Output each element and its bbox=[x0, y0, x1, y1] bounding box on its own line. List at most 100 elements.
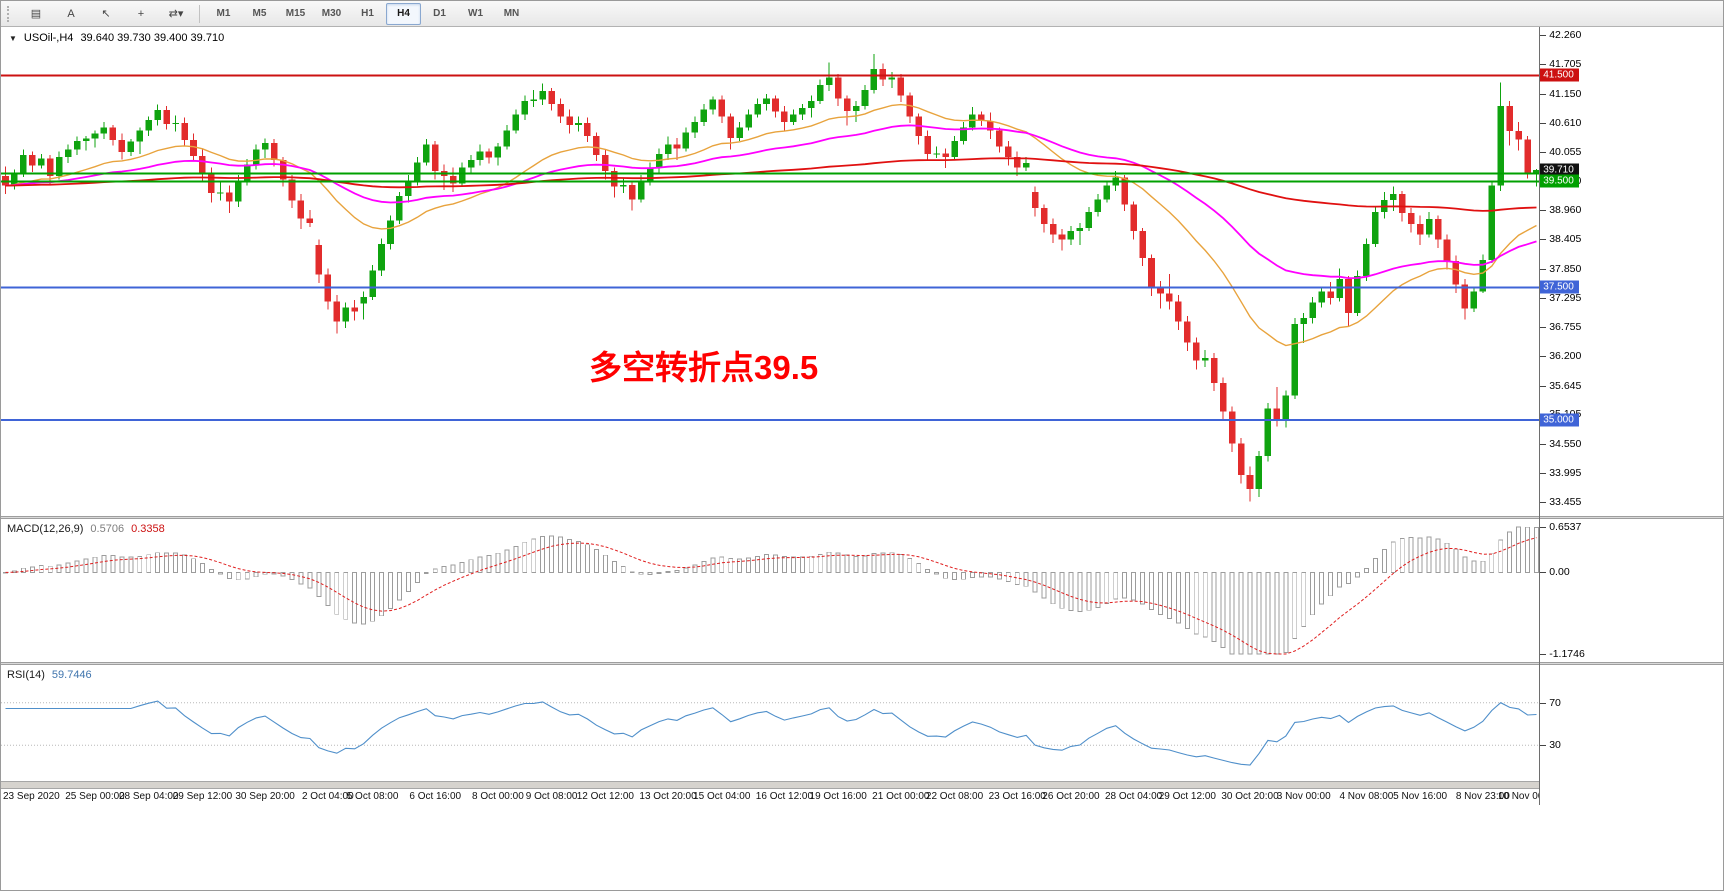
cursor-pointer-icon[interactable]: ↖ bbox=[101, 8, 111, 20]
hlines-layer bbox=[1, 74, 1541, 422]
timeframe-button-h1[interactable]: H1 bbox=[361, 8, 374, 19]
price-axis-label: 33.995 bbox=[1549, 467, 1582, 480]
price-axis-label: 36.755 bbox=[1549, 320, 1582, 333]
time-axis-label: 8 Nov 23:00 bbox=[1455, 791, 1510, 802]
timeframe-button-h4[interactable]: H4 bbox=[386, 2, 421, 25]
time-axis-label: 21 Oct 00:00 bbox=[872, 791, 930, 802]
macd-axis-tick bbox=[1540, 654, 1547, 655]
price-axis-tick bbox=[1540, 93, 1547, 95]
candles-layer bbox=[2, 54, 1540, 502]
price-axis-label: 35.645 bbox=[1549, 379, 1582, 392]
time-axis-label: 29 Sep 12:00 bbox=[172, 791, 233, 802]
rsi-axis-label: 70 bbox=[1549, 696, 1561, 709]
ma-line-200 bbox=[5, 157, 1537, 212]
macd-axis-tick bbox=[1540, 572, 1547, 574]
macd-axis-label: 0.00 bbox=[1549, 566, 1570, 579]
drawing-tools-group: ▤ A ↖ + ⇄▾ bbox=[19, 3, 193, 25]
price-chart-panel[interactable]: ▼ USOil-,H4 39.640 39.730 39.400 39.710 … bbox=[1, 27, 1541, 516]
rsi-header: RSI(14) 59.7446 bbox=[7, 669, 92, 681]
price-badge-39710: 39.710 bbox=[1540, 163, 1579, 177]
time-axis-label: 3 Nov 00:00 bbox=[1276, 791, 1331, 802]
price-axis-tick bbox=[1540, 122, 1547, 124]
macd-panel[interactable]: MACD(12,26,9) 0.5706 0.3358 bbox=[1, 519, 1541, 662]
timeframe-cycle-icon[interactable]: ⇄▾ bbox=[168, 8, 184, 20]
timeframe-button-m30[interactable]: M30 bbox=[321, 8, 342, 19]
price-axis-main[interactable]: 42.260 41.705 41.150 40.610 40.055 39.500 38.9… bbox=[1540, 27, 1723, 516]
price-axis-label: 34.550 bbox=[1549, 437, 1582, 450]
macd-canvas[interactable] bbox=[1, 519, 1541, 662]
price-axis-label: 37.295 bbox=[1549, 292, 1582, 305]
rsi-label: RSI(14) bbox=[7, 669, 45, 681]
toolbar-grip[interactable] bbox=[7, 5, 13, 22]
price-axis-tick bbox=[1540, 151, 1547, 153]
rsi-line bbox=[5, 700, 1537, 766]
panel-splitter[interactable] bbox=[1, 516, 1540, 519]
rsi-canvas[interactable] bbox=[1, 665, 1541, 781]
charts-grid-icon[interactable]: ▤ bbox=[30, 8, 42, 20]
price-axis-label: 38.960 bbox=[1549, 204, 1582, 217]
timeframe-button-d1[interactable]: D1 bbox=[433, 8, 446, 19]
rsi-value: 59.7446 bbox=[51, 669, 92, 681]
rsi-axis-label: 30 bbox=[1549, 739, 1561, 752]
price-axis-label: 38.405 bbox=[1549, 233, 1582, 246]
time-axis-label: 10 Nov 00:00 bbox=[1497, 791, 1558, 802]
crosshair-icon[interactable]: + bbox=[137, 7, 145, 20]
rsi-panel[interactable]: RSI(14) 59.7446 bbox=[1, 665, 1541, 781]
toolbar-separator bbox=[199, 4, 200, 23]
price-axis-label: 40.055 bbox=[1549, 145, 1582, 158]
price-axis-tick bbox=[1540, 210, 1547, 212]
price-axis-rsi[interactable]: 70 30 bbox=[1540, 665, 1723, 781]
horizontal-scrollbar[interactable] bbox=[1, 781, 1540, 789]
time-axis-label: 16 Oct 12:00 bbox=[755, 791, 814, 802]
symbol-timeframe-label: USOil-,H4 bbox=[23, 32, 74, 44]
ma-line-24 bbox=[5, 103, 1537, 347]
price-axis-label: 41.705 bbox=[1549, 58, 1582, 71]
time-axis-label: 28 Sep 04:00 bbox=[118, 791, 179, 802]
price-axis-label: 37.850 bbox=[1549, 262, 1582, 275]
price-axis-macd[interactable]: 0.6537 0.00 -1.1746 bbox=[1540, 519, 1723, 662]
price-axis-tick bbox=[1540, 64, 1547, 66]
timeframe-button-m15[interactable]: M15 bbox=[285, 8, 306, 19]
time-axis-label: 4 Nov 08:00 bbox=[1339, 791, 1394, 802]
macd-axis-label: -1.1746 bbox=[1549, 648, 1585, 660]
collapse-triangle-icon[interactable]: ▼ bbox=[9, 33, 17, 43]
price-axis-label: 40.610 bbox=[1549, 116, 1582, 129]
timeframe-button-m1[interactable]: M1 bbox=[216, 8, 231, 19]
price-axis-tick bbox=[1540, 502, 1547, 503]
time-axis-label: 19 Oct 16:00 bbox=[809, 791, 867, 802]
time-axis-label: 22 Oct 08:00 bbox=[925, 791, 984, 802]
price-axis-tick bbox=[1540, 326, 1547, 328]
plots-column: ▼ USOil-,H4 39.640 39.730 39.400 39.710 … bbox=[1, 27, 1557, 805]
panel-splitter[interactable] bbox=[1540, 662, 1723, 665]
price-axis-tick bbox=[1540, 35, 1547, 36]
chart-region: ▼ USOil-,H4 39.640 39.730 39.400 39.710 … bbox=[1, 27, 1723, 805]
macd-histogram bbox=[3, 526, 1539, 655]
macd-signal-line bbox=[5, 537, 1537, 655]
time-axis-label: 13 Oct 20:00 bbox=[639, 791, 697, 802]
price-axis-tick bbox=[1540, 239, 1547, 241]
text-annotation-icon[interactable]: A bbox=[67, 7, 75, 20]
price-badge-41500: 41.500 bbox=[1540, 68, 1579, 82]
price-axis-tick bbox=[1540, 268, 1547, 270]
time-axis-label: 6 Oct 16:00 bbox=[409, 791, 462, 802]
time-axis-label: 8 Oct 00:00 bbox=[472, 791, 524, 802]
timeframe-button-w1[interactable]: W1 bbox=[468, 8, 483, 19]
price-axis-label: 33.455 bbox=[1549, 496, 1582, 508]
timeframe-button-m5[interactable]: M5 bbox=[252, 8, 267, 19]
price-chart-canvas[interactable] bbox=[1, 27, 1541, 516]
panel-splitter[interactable] bbox=[1540, 516, 1723, 519]
timeframes-group: M1 M5 M15 M30 H1 H4 D1 W1 MN bbox=[206, 2, 529, 25]
rsi-axis-tick bbox=[1540, 702, 1547, 704]
chart-title: ▼ USOil-,H4 39.640 39.730 39.400 39.710 bbox=[9, 32, 224, 44]
price-axis-tick bbox=[1540, 473, 1547, 475]
timeframe-button-mn[interactable]: MN bbox=[503, 8, 520, 19]
price-axis-tick bbox=[1540, 298, 1547, 300]
macd-main-value: 0.5706 bbox=[90, 523, 125, 535]
panel-splitter[interactable] bbox=[1, 662, 1540, 665]
time-axis-label: 23 Sep 2020 bbox=[3, 791, 60, 802]
price-axis-column[interactable]: 42.260 41.705 41.150 40.610 40.055 39.500 38.9… bbox=[1539, 27, 1723, 805]
macd-axis-label: 0.6537 bbox=[1549, 521, 1582, 533]
time-axis-label: 9 Oct 08:00 bbox=[525, 791, 578, 802]
time-axis[interactable]: 23 Sep 2020 25 Sep 00:00 28 Sep 04:00 29 Se… bbox=[1, 789, 1557, 805]
